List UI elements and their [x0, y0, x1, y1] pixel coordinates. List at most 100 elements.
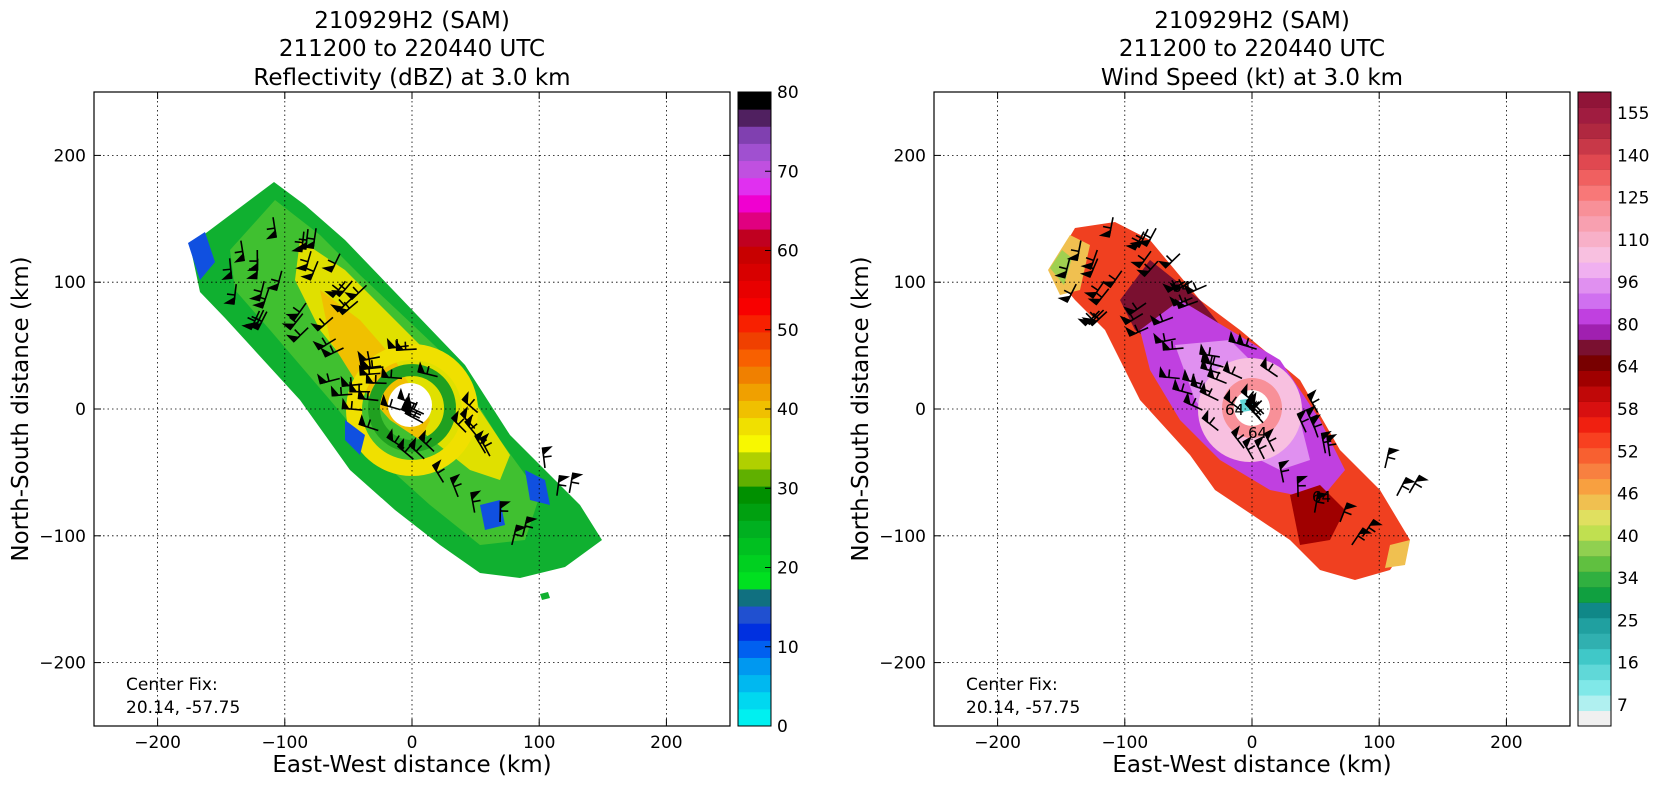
colorbar-segment-11 [1578, 540, 1611, 557]
colorbar-segment-20 [1578, 401, 1611, 418]
panel1-title-line2: 211200 to 220440 UTC [279, 36, 545, 62]
wind-barb-41 [1153, 332, 1176, 344]
colorbar-tick-label-3: 34 [1617, 569, 1639, 589]
panel2-title-line2: 211200 to 220440 UTC [1119, 36, 1385, 62]
wind-barb-33 [358, 364, 381, 376]
wind-barb-12 [266, 270, 283, 292]
colorbar-tick-label-12: 125 [1617, 189, 1649, 209]
colorbar-segment-23 [1578, 354, 1611, 371]
wind-swath-se-yellow [1385, 540, 1410, 568]
y-tick-label-1: −100 [879, 527, 926, 547]
panel2-center-fix-value: 20.14, -57.75 [966, 698, 1080, 718]
wind-barb-26 [1087, 288, 1110, 306]
wind-barb-26 [252, 288, 270, 309]
wind-barb-45 [1066, 240, 1082, 262]
wind-barb-53 [464, 414, 479, 438]
wind-barb-57 [1057, 283, 1077, 304]
wind-barbs [221, 217, 584, 546]
wind-barb-50 [1130, 250, 1152, 269]
colorbar-segment-7 [1578, 602, 1611, 619]
colorbar-segment-1 [738, 691, 771, 710]
wind-barb-39 [1320, 430, 1332, 454]
panel1-ticks: −200 −100 0 100 200 −200 −100 0 100 200 [39, 92, 730, 753]
colorbar-segment-27 [738, 246, 771, 264]
wind-barb-62 [246, 258, 259, 280]
wind-barb-11 [1408, 474, 1429, 494]
y-tick-label-0: −200 [39, 654, 86, 674]
colorbar-segment-3 [738, 657, 771, 676]
edge-blue-e [525, 470, 550, 505]
wind-barb-35 [1278, 459, 1290, 483]
colorbar-segment-2 [738, 674, 771, 693]
colorbar-segment-2 [1578, 679, 1611, 696]
colorbar-segment-10 [1578, 555, 1611, 572]
wind-barb-39 [474, 430, 488, 454]
colorbar-frame [1577, 91, 1612, 727]
colorbar-segment-5 [738, 623, 771, 641]
colorbar-tick-label-5: 50 [777, 321, 799, 341]
wind-barb-16 [1157, 253, 1181, 269]
colorbar-segment-21 [738, 349, 771, 367]
colorbar-segment-31 [1578, 231, 1611, 248]
wind-barb-67 [1158, 366, 1180, 380]
x-tick-label-2: 0 [1247, 733, 1258, 753]
wind-barb-13 [511, 524, 527, 546]
colorbar-segment-28 [1578, 277, 1611, 294]
contour-label-3: 64 [1248, 424, 1267, 442]
wind-barb-15 [418, 429, 435, 453]
y-tick-label-4: 200 [54, 146, 86, 166]
colorbar-segment-3 [1578, 664, 1611, 681]
wind-barb-47 [302, 228, 317, 249]
colorbar-tick-label-8: 64 [1617, 358, 1639, 378]
panel2-plot-area: 64 64 64 64 [1048, 217, 1429, 580]
colorbar-segment-40 [1578, 92, 1611, 108]
colorbar-tick-label-6: 60 [777, 242, 799, 262]
wind-barb-16 [321, 253, 341, 273]
colorbar-segment-16 [1578, 463, 1611, 480]
panel1-title-line1: 210929H2 (SAM) [314, 8, 510, 34]
y-tick-label-2: 0 [75, 400, 86, 420]
wind-barb-18 [1223, 389, 1242, 411]
colorbar-tick-label-7: 58 [1617, 400, 1639, 420]
x-tick-label-1: −100 [1101, 733, 1148, 753]
wind-barb-52 [221, 258, 233, 280]
colorbar-segment-20 [738, 366, 771, 384]
colorbar-segment-37 [1578, 138, 1611, 155]
wind-barb-66 [1230, 425, 1245, 449]
wind-barb-31 [359, 358, 382, 370]
wind-barb-41 [312, 337, 337, 351]
isolated-echo [540, 592, 550, 600]
colorbar-segment-25 [738, 280, 771, 299]
wind-barb-29 [450, 410, 467, 433]
colorbar-segment-19 [738, 383, 771, 401]
wind-barb-20 [320, 345, 344, 358]
colorbar-segment-6 [738, 606, 771, 624]
wind-barb-52 [1054, 258, 1071, 279]
colorbar-segment-9 [738, 554, 771, 573]
y-tick-label-3: 100 [54, 273, 86, 293]
colorbar-segment-8 [1578, 586, 1611, 603]
wind-barb-37 [541, 446, 553, 469]
wind-barb-38 [556, 474, 570, 496]
colorbar-segment-8 [738, 571, 771, 590]
wind-barb-63 [1119, 312, 1144, 326]
colorbar-segment-29 [1578, 262, 1611, 279]
colorbar-segment-18 [738, 400, 771, 419]
wind-barb-53 [1310, 414, 1323, 438]
colorbar-segment-29 [738, 211, 771, 230]
wind-barb-36 [1169, 294, 1193, 307]
wind-barb-19 [300, 260, 319, 281]
colorbar-segment-21 [1578, 385, 1611, 402]
colorbar-segment-16 [738, 434, 771, 453]
wind-barb-60 [1183, 391, 1203, 411]
wind-barb-68 [1206, 365, 1227, 385]
wind-barb-55 [1162, 279, 1186, 293]
wind-barb-68 [365, 372, 387, 385]
colorbar-segment-0 [1578, 710, 1611, 727]
wind-barb-23 [349, 381, 371, 393]
wind-barb-21 [1129, 228, 1149, 249]
wind-barb-6 [1242, 435, 1256, 460]
colorbar-segment-36 [1578, 153, 1611, 170]
wind-barb-27 [330, 385, 353, 397]
colorbar-segment-15 [738, 451, 771, 470]
